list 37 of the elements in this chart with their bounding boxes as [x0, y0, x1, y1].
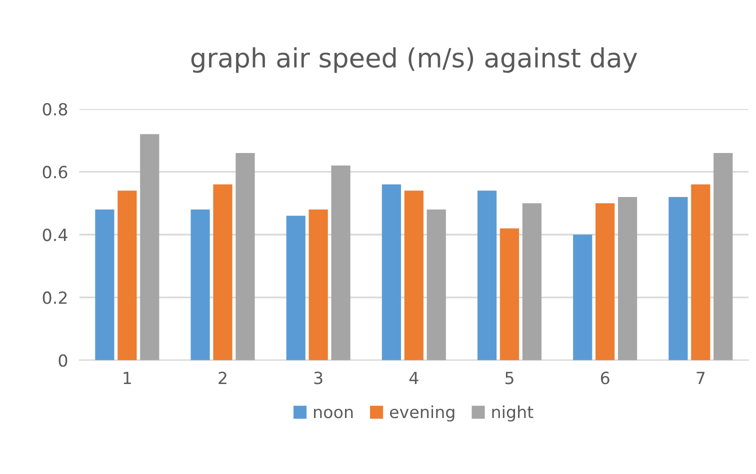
bar [95, 210, 114, 360]
x-tick-label: 2 [218, 372, 226, 384]
y-tick-label: 0.4 [42, 228, 68, 242]
x-tick-label: 4 [409, 372, 418, 384]
bar [213, 184, 232, 360]
y-tick-label: 0.2 [42, 291, 67, 304]
bar [500, 228, 520, 360]
legend-label: evening [390, 405, 454, 422]
bar [691, 184, 710, 360]
x-tick-label: 3 [314, 372, 322, 384]
bar [308, 210, 328, 360]
legend-label: night [492, 405, 534, 422]
bar [382, 184, 402, 360]
y-tick-label: 0.6 [42, 166, 68, 178]
bar [190, 210, 210, 360]
bar [404, 190, 424, 360]
bar [522, 203, 542, 360]
x-tick-label: 7 [696, 372, 705, 384]
bar [426, 210, 446, 360]
bar [331, 166, 350, 360]
bar [668, 196, 688, 360]
x-tick-label: 5 [505, 372, 514, 384]
bar [236, 152, 255, 360]
bar [618, 196, 638, 360]
bar [140, 134, 160, 360]
x-tick-label: 6 [600, 372, 610, 384]
bar [477, 190, 497, 360]
bar [118, 190, 137, 360]
y-tick-label: 0 [58, 354, 68, 367]
x-tick-label: 1 [124, 372, 131, 384]
y-tick-label: 0.8 [42, 102, 68, 116]
bar [596, 203, 615, 360]
bar [714, 152, 733, 360]
chart-title: graph air speed (m/s) against day [191, 47, 638, 73]
bar [286, 216, 306, 360]
legend-label: noon [314, 408, 353, 418]
bar [573, 234, 592, 360]
